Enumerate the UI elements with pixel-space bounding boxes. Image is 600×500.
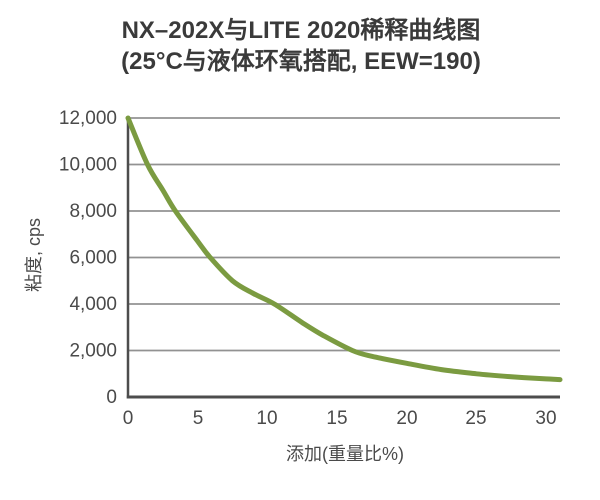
y-tick-label-0: 0 [106,387,117,408]
y-axis-title: 粘度, cps [24,218,44,292]
gridlines [128,117,560,352]
x-tick-label-0: 0 [123,408,134,429]
x-tick-label-20: 20 [396,408,417,429]
y-tick-label-6000: 6,000 [69,248,117,269]
y-tick-label-10000: 10,000 [59,155,117,176]
x-tick-label-10: 10 [256,408,277,429]
y-tick-label-2000: 2,000 [69,341,117,362]
y-tick-label-12000: 12,000 [59,108,117,129]
chart-subtitle: (25°C与液体环氧搭配, EEW=190) [121,47,481,75]
x-tick-label-15: 15 [326,408,347,429]
chart-title: NX–202X与LITE 2020稀释曲线图 [122,16,481,44]
x-tick-label-25: 25 [465,408,486,429]
dilution-curve [125,115,563,383]
x-tick-label-30: 30 [535,408,556,429]
x-tick-labels: 0 5 10 15 20 25 30 [123,408,557,429]
x-tick-label-5: 5 [193,408,204,429]
y-tick-label-8000: 8,000 [69,201,117,222]
y-tick-label-4000: 4,000 [69,294,117,315]
x-axis-title: 添加(重量比%) [286,444,404,464]
y-tick-labels: 0 2,000 4,000 6,000 8,000 10,000 12,000 [59,108,117,408]
